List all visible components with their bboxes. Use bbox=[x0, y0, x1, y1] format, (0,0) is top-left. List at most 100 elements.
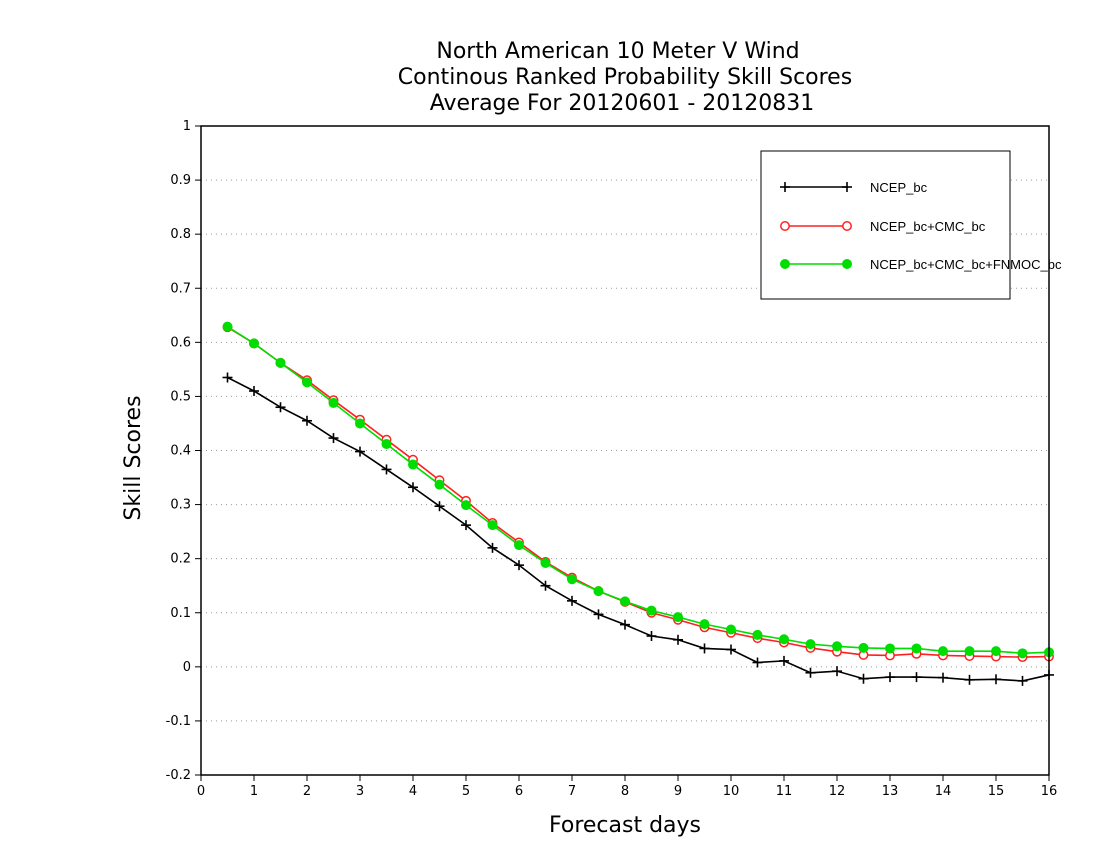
series-1-marker bbox=[1017, 675, 1028, 686]
x-tick-label: 5 bbox=[462, 784, 470, 799]
series-3-marker bbox=[540, 557, 551, 568]
y-tick-label: 1 bbox=[183, 119, 191, 134]
series-1-marker bbox=[699, 643, 710, 654]
y-tick-label: 0.8 bbox=[170, 227, 191, 242]
series-1-marker bbox=[911, 672, 922, 683]
series-1-marker bbox=[991, 674, 1001, 685]
legend-entry-3-label: NCEP_bc+CMC_bc+FNMOC_bc bbox=[870, 257, 1062, 272]
series-3-marker bbox=[646, 605, 657, 616]
x-tick-label: 12 bbox=[829, 784, 846, 799]
chart-title-line-3: Average For 20120601 - 20120831 bbox=[430, 91, 815, 116]
series-3-marker bbox=[434, 479, 445, 490]
chart-title-line-1: North American 10 Meter V Wind bbox=[436, 39, 799, 64]
series-1-marker bbox=[461, 520, 471, 531]
series-1-marker bbox=[381, 464, 392, 475]
series-3-marker bbox=[779, 634, 789, 645]
legend-entry-2-end-marker bbox=[842, 221, 852, 231]
y-tick-label: 0.2 bbox=[170, 552, 191, 567]
y-tick-label: 0.3 bbox=[170, 498, 191, 513]
series-3-marker bbox=[858, 642, 869, 653]
legend-entry-1-label: NCEP_bc bbox=[870, 180, 928, 195]
y-tick-label: -0.2 bbox=[166, 768, 191, 783]
x-tick-label: 3 bbox=[356, 784, 364, 799]
series-3-marker bbox=[275, 357, 286, 368]
y-tick-label: 0.7 bbox=[170, 281, 191, 296]
series-1-marker bbox=[434, 501, 445, 512]
series-3-marker bbox=[991, 646, 1001, 657]
x-tick-label: 16 bbox=[1041, 784, 1058, 799]
series-1-marker bbox=[487, 542, 498, 553]
series-1-marker bbox=[885, 672, 895, 683]
legend-entry-2-label: NCEP_bc+CMC_bc bbox=[870, 219, 986, 234]
y-tick-label: 0 bbox=[183, 660, 191, 675]
y-tick-label: 0.6 bbox=[170, 335, 191, 350]
series-1-marker bbox=[646, 631, 657, 642]
series-1-marker bbox=[355, 446, 365, 457]
series-3-marker bbox=[514, 540, 524, 551]
series-1-marker bbox=[779, 655, 789, 666]
series-3-marker bbox=[805, 639, 816, 650]
series-3-marker bbox=[699, 619, 710, 630]
x-tick-label: 10 bbox=[723, 784, 740, 799]
x-tick-label: 9 bbox=[674, 784, 682, 799]
x-tick-label: 14 bbox=[935, 784, 952, 799]
series-3-marker bbox=[620, 596, 630, 607]
series-3 bbox=[222, 321, 1054, 659]
legend-entry-3: NCEP_bc+CMC_bc+FNMOC_bc bbox=[780, 257, 1062, 272]
series-3-marker bbox=[381, 439, 392, 450]
series-1-marker bbox=[805, 667, 816, 678]
x-tick-label: 13 bbox=[882, 784, 899, 799]
axis-ticks: -0.2-0.100.10.20.30.40.50.60.70.80.910 1 2… bbox=[166, 119, 1058, 799]
series-3-marker bbox=[726, 624, 736, 635]
series-1-marker bbox=[858, 673, 869, 684]
series-1-marker bbox=[514, 560, 524, 571]
series-1-marker bbox=[593, 609, 604, 620]
series-1-marker bbox=[673, 634, 683, 645]
series-3-marker bbox=[885, 643, 895, 654]
series-1-marker bbox=[222, 372, 233, 383]
series-1-marker bbox=[275, 402, 286, 413]
legend-entry-1-end-marker bbox=[842, 182, 852, 192]
series-2 bbox=[222, 322, 1054, 663]
series-3-marker bbox=[832, 641, 842, 652]
series-3-line bbox=[227, 325, 1050, 655]
legend-entry-2: NCEP_bc+CMC_bc bbox=[780, 219, 986, 234]
series-3-marker bbox=[249, 338, 259, 349]
series-1 bbox=[222, 372, 1054, 686]
series-3-marker bbox=[222, 321, 233, 332]
series-1-marker bbox=[752, 657, 763, 668]
legend: NCEP_bc NCEP_bc+CMC_bc NCEP_bc+CMC_bc+FNMO… bbox=[760, 150, 1062, 300]
series-1-line bbox=[227, 376, 1050, 682]
series-1-marker bbox=[964, 674, 975, 685]
series-3-marker bbox=[911, 643, 922, 654]
series-1-marker bbox=[302, 415, 312, 426]
y-tick-label: 0.4 bbox=[170, 444, 191, 459]
series-1-marker bbox=[620, 619, 630, 630]
series-1-marker bbox=[408, 482, 418, 493]
series-3-marker bbox=[302, 377, 312, 388]
legend-entry-3-end-marker bbox=[842, 259, 852, 269]
series-3-marker bbox=[355, 418, 365, 429]
y-tick-label: 0.9 bbox=[170, 173, 191, 188]
series-layer bbox=[222, 321, 1054, 686]
legend-entry-2-start-marker bbox=[780, 221, 790, 231]
chart-title-line-2: Continous Ranked Probability Skill Score… bbox=[398, 65, 852, 90]
series-3-marker bbox=[938, 646, 948, 657]
series-1-marker bbox=[726, 644, 736, 655]
series-1-marker bbox=[567, 595, 577, 606]
legend-box bbox=[760, 150, 1011, 300]
series-1-marker bbox=[328, 433, 339, 444]
series-1-marker bbox=[249, 386, 259, 397]
y-tick-label: 0.1 bbox=[170, 606, 191, 621]
series-3-marker bbox=[1017, 648, 1028, 659]
x-tick-label: 2 bbox=[303, 784, 311, 799]
series-2-line bbox=[227, 326, 1050, 658]
x-tick-label: 6 bbox=[515, 784, 523, 799]
x-tick-label: 1 bbox=[250, 784, 258, 799]
x-tick-label: 8 bbox=[621, 784, 629, 799]
series-3-marker bbox=[752, 629, 763, 640]
series-3-marker bbox=[408, 459, 418, 470]
legend-entries: NCEP_bc NCEP_bc+CMC_bc NCEP_bc+CMC_bc+FNMO… bbox=[780, 180, 1062, 272]
x-tick-label: 15 bbox=[988, 784, 1005, 799]
